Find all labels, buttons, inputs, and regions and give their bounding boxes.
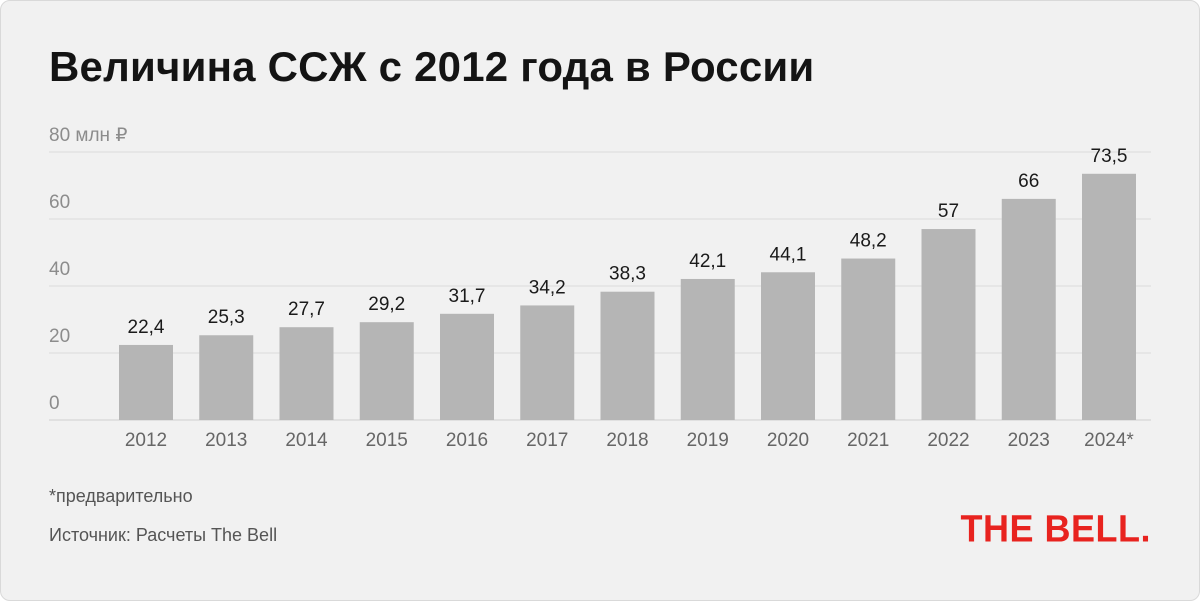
the-bell-logo: THE BELL. [960,506,1151,550]
data-label: 73,5 [1091,146,1128,167]
x-tick-label: 2022 [927,430,969,451]
bar [680,278,735,420]
chart-title: Величина ССЖ с 2012 года в России [49,43,815,90]
data-labels: 22,4 25,3 27,7 29,2 31,7 34,2 38,3 42,1 44,1 48,2… [128,146,1128,338]
x-tick-label: 2021 [847,430,889,451]
data-label: 25,3 [208,307,245,328]
bar-chart: 0 20 40 60 80 млн ₽ 22,4 25,3 27,7 29,2 31,7 34,2… [49,125,1151,451]
data-label: 38,3 [609,264,646,285]
y-tick-label: 40 [49,259,70,280]
x-tick-label: 2023 [1008,430,1050,451]
x-tick-label: 2012 [125,430,167,451]
bar [600,291,655,420]
bar [440,313,494,420]
x-tick-label: 2020 [767,430,809,451]
data-label: 66 [1018,171,1039,192]
x-tick-label: 2016 [446,430,488,451]
data-label: 34,2 [529,277,566,298]
data-label: 27,7 [288,299,325,320]
bar [761,272,815,420]
source-note: Источник: Расчеты The Bell [49,525,278,545]
data-label: 44,1 [770,244,807,265]
bars [119,173,1136,420]
bar [921,229,976,420]
bar [119,344,173,420]
x-tick-label: 2014 [285,430,328,451]
bar [841,258,896,420]
data-label: 22,4 [128,317,165,338]
x-tick-label: 2015 [366,430,408,451]
x-tick-label: 2024* [1084,430,1134,451]
data-label: 31,7 [449,286,486,307]
data-label: 57 [938,201,959,222]
x-axis-ticks: 2012 2013 2014 2015 2016 2017 2018 2019 2020 2021… [125,430,1135,451]
x-tick-label: 2019 [687,430,729,451]
x-tick-label: 2013 [205,430,247,451]
bar [279,327,334,420]
y-tick-label: 60 [49,192,70,213]
data-label: 48,2 [850,231,887,252]
data-label: 42,1 [689,251,726,272]
bar [1082,173,1136,420]
y-axis-ticks: 0 20 40 60 80 млн ₽ [49,125,127,414]
data-label: 29,2 [368,294,405,315]
x-tick-label: 2018 [606,430,648,451]
bar [359,322,414,420]
x-tick-label: 2017 [526,430,568,451]
y-tick-label: 20 [49,326,70,347]
bar [1001,198,1056,420]
y-tick-label: 0 [49,393,60,414]
y-tick-label: 80 млн ₽ [49,125,127,146]
bar [520,305,575,420]
bar [199,335,254,420]
footnote: *предварительно [49,486,193,506]
